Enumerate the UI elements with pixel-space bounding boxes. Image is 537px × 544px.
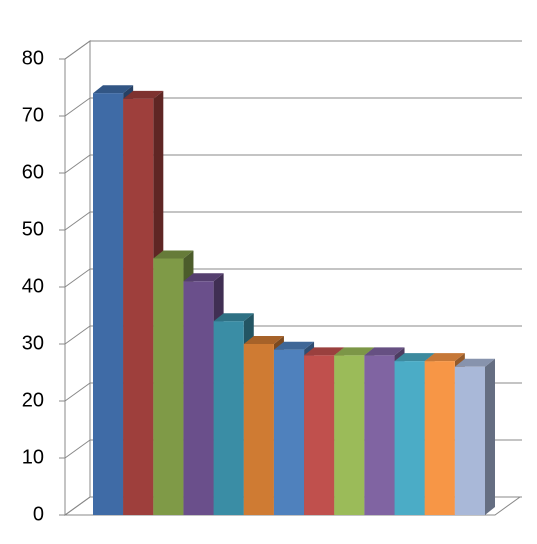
bar-top: [334, 347, 375, 356]
wall-grid-line: [64, 439, 91, 459]
wall-grid-line: [64, 382, 91, 402]
bar-top: [183, 273, 224, 282]
y-tick-label: 20: [22, 389, 44, 411]
bar: [273, 349, 305, 515]
bar-top: [93, 85, 134, 94]
bar: [394, 361, 425, 515]
bar-top: [123, 90, 164, 99]
bar-top: [273, 341, 315, 350]
bar: [153, 258, 184, 515]
bar: [364, 355, 395, 515]
bar-top: [304, 347, 345, 356]
wall-grid-line: [64, 496, 91, 516]
bar: [93, 93, 124, 515]
y-tick-label: 30: [22, 332, 44, 354]
y-tick-label: 70: [22, 104, 44, 126]
y-tick-label: 60: [22, 161, 44, 183]
wall-grid-line: [64, 40, 91, 60]
bar: [304, 355, 335, 515]
bar-top: [153, 250, 194, 259]
wall-grid-line: [64, 268, 91, 288]
bar-top: [424, 353, 465, 362]
bar: [243, 344, 274, 515]
bar-top: [243, 336, 284, 344]
y-tick-label: 40: [22, 275, 44, 297]
bar-top: [394, 353, 435, 362]
wall-grid-line: [64, 97, 91, 117]
bar-top: [454, 358, 495, 367]
bar: [213, 321, 244, 515]
bar: [424, 361, 455, 515]
bar-top: [213, 313, 254, 322]
bar: [334, 355, 365, 515]
y-tick-label: 10: [22, 446, 44, 468]
y-tick-label: 80: [22, 47, 44, 69]
y-tick-label: 0: [33, 503, 44, 525]
bar-top: [364, 347, 405, 356]
bar-side: [485, 358, 495, 515]
y-tick-label: 50: [22, 218, 44, 240]
wall-grid-line: [64, 154, 91, 174]
wall-grid-line: [64, 211, 91, 231]
bar: [123, 98, 154, 516]
wall-grid-line: [64, 325, 91, 345]
bar: [183, 281, 214, 515]
bar: [454, 366, 485, 515]
